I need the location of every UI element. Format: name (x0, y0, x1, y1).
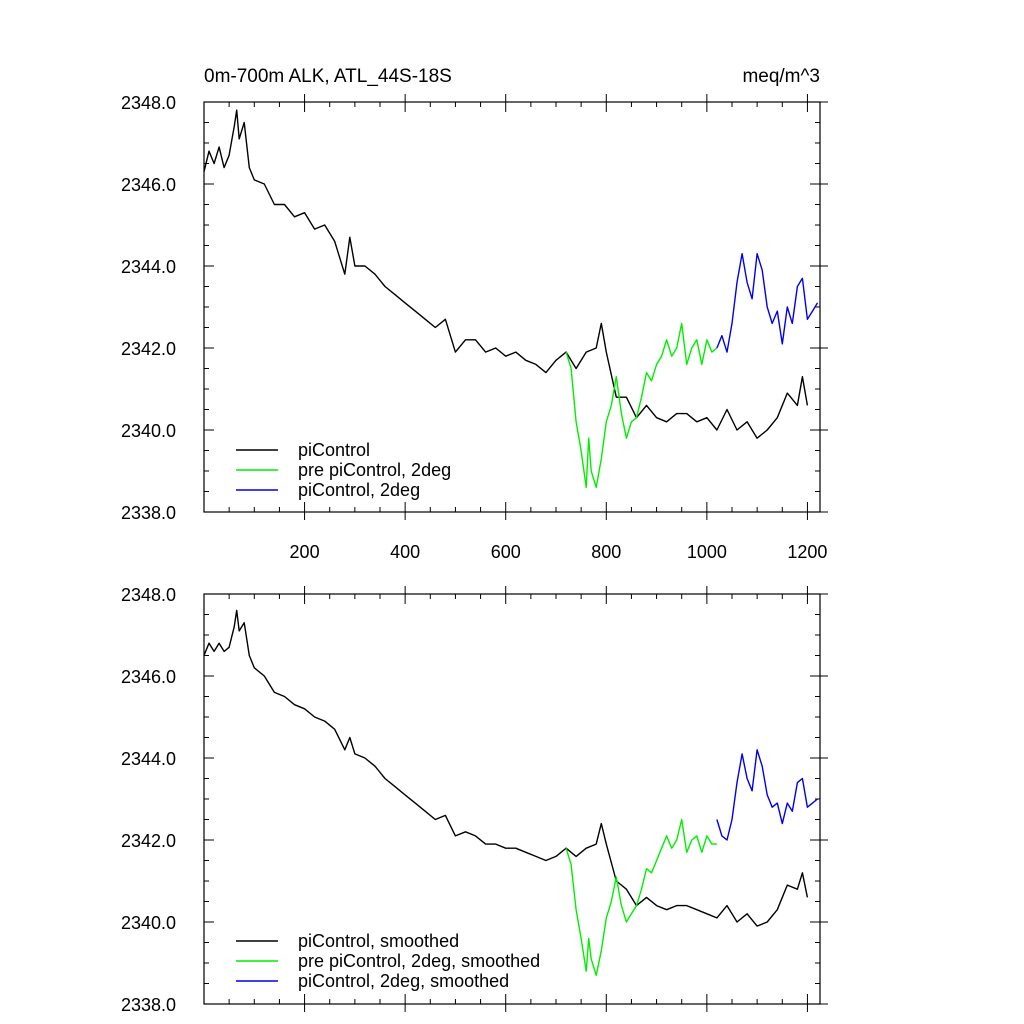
x-tick-label: 1200 (787, 542, 827, 562)
x-tick-label: 200 (290, 542, 320, 562)
y-tick-label: 2344.0 (121, 749, 176, 769)
y-tick-label: 2342.0 (121, 831, 176, 851)
series-line (716, 252, 819, 353)
legend-label: piControl, 2deg, smoothed (298, 971, 509, 991)
y-tick-label: 2340.0 (121, 913, 176, 933)
x-tick-label: 1000 (687, 542, 727, 562)
y-tick-label: 2344.0 (121, 257, 176, 277)
legend-label: piControl, smoothed (298, 931, 459, 951)
y-tick-label: 2340.0 (121, 421, 176, 441)
series-line (203, 109, 809, 439)
chart-title: 0m-700m ALK, ATL_44S-18S (204, 66, 452, 87)
y-tick-label: 2342.0 (121, 339, 176, 359)
y-tick-label: 2338.0 (121, 503, 176, 523)
plot-frame (203, 101, 821, 513)
legend-label: pre piControl, 2deg, smoothed (298, 951, 540, 971)
y-tick-label: 2348.0 (121, 93, 176, 113)
plot-frame (203, 593, 821, 1005)
legend-label: piControl, 2deg (298, 480, 420, 500)
y-tick-label: 2346.0 (121, 667, 176, 687)
x-tick-label: 600 (491, 542, 521, 562)
series-line (565, 322, 718, 489)
x-tick-label: 400 (390, 542, 420, 562)
legend-label: pre piControl, 2deg (298, 460, 451, 480)
series-line (716, 749, 818, 841)
series-line (203, 609, 809, 927)
x-tick-label: 800 (591, 542, 621, 562)
legend-label: piControl (298, 440, 370, 460)
y-tick-label: 2338.0 (121, 995, 176, 1015)
y-tick-label: 2346.0 (121, 175, 176, 195)
units-label: meq/m^3 (742, 66, 820, 87)
top-panel: 0m-700m ALK, ATL_44S-18S meq/m^3 2338.0 2… (121, 66, 828, 562)
series-line (565, 818, 717, 976)
y-tick-label: 2348.0 (121, 585, 176, 605)
bottom-panel: 2338.0 2340.0 2342.0 2344.0 2346.0 2348.0 piCo… (121, 585, 828, 1015)
